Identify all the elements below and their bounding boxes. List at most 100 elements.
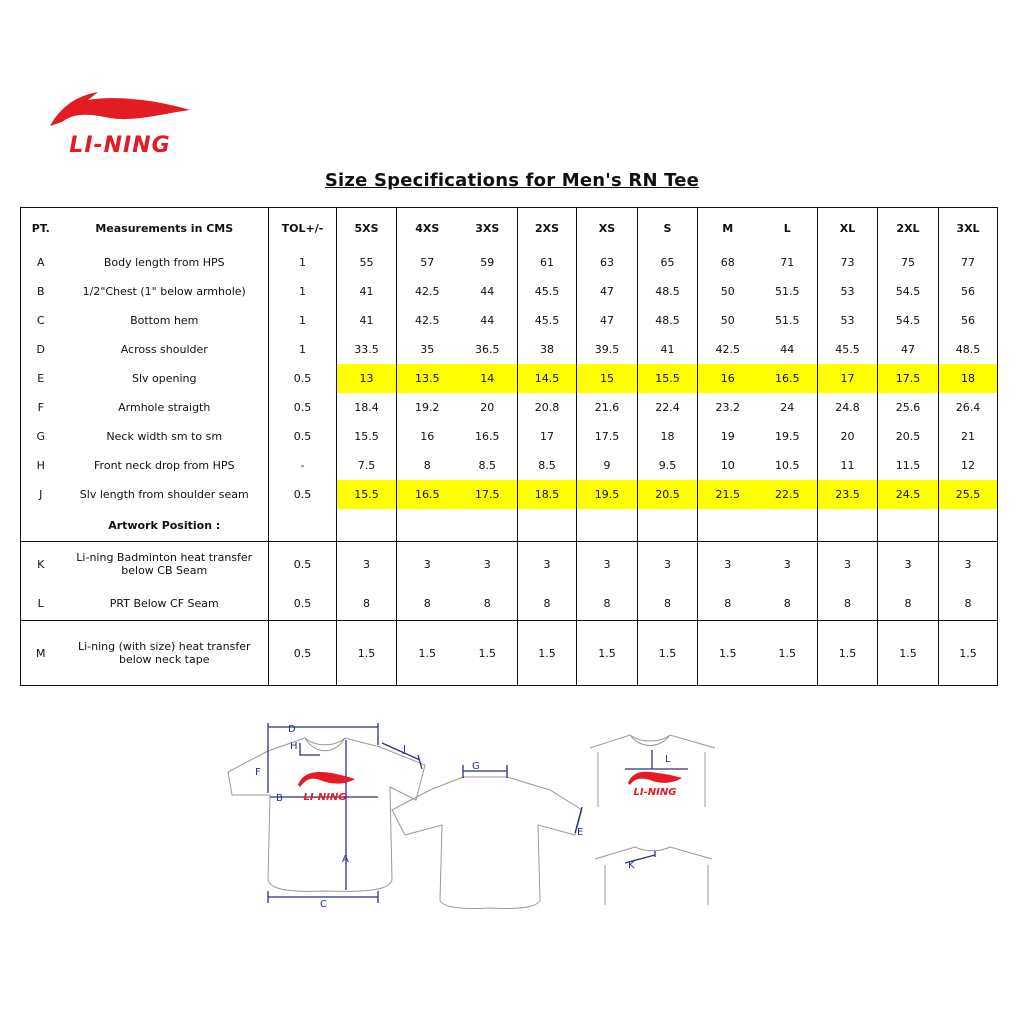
size-value: 20.5 (877, 422, 939, 451)
size-value: 8 (697, 586, 758, 621)
measurement-name: Body length from HPS (103, 256, 225, 269)
size-value: 47 (576, 277, 638, 306)
size-value: 41 (336, 277, 397, 306)
table-row: K Li-ning Badminton heat transfer below C… (20, 541, 998, 586)
empty-cell (938, 509, 998, 542)
size-value: 75 (877, 248, 939, 277)
measurement-name: Neck width sm to sm (106, 430, 223, 443)
column-header: XS (576, 207, 638, 248)
empty-cell (396, 509, 458, 542)
tolerance: 1 (268, 248, 337, 277)
measurement-name: Li-ning (with size) heat transfer below … (60, 620, 269, 686)
empty-cell (637, 509, 698, 542)
size-value: 48.5 (637, 306, 698, 335)
size-value: 13.5 (396, 364, 458, 393)
point-code: D (36, 343, 45, 356)
point-code: B (36, 285, 45, 298)
measurement-name: Slv opening (131, 372, 197, 385)
size-value: 12 (938, 451, 998, 480)
size-value: 20.5 (637, 480, 698, 509)
front-print-text: LI-NING (304, 792, 347, 803)
size-value: 45.5 (517, 277, 577, 306)
size-value: 24.8 (817, 393, 878, 422)
size-value: 36.5 (475, 343, 500, 356)
size-value: 47 (877, 335, 939, 364)
label-l: L (665, 754, 671, 765)
size-value: 15.5 (336, 480, 397, 509)
table-row: J Slv length from shoulder seam 0.5 15.5 16.… (21, 480, 998, 509)
logo-swoosh-icon (50, 92, 190, 126)
size-value: 20 (817, 422, 878, 451)
size-value: 55 (336, 248, 397, 277)
size-value: 10.5 (775, 459, 800, 472)
size-value: 20 (480, 401, 495, 414)
size-value: 19.5 (775, 430, 800, 443)
tolerance: 0.5 (268, 586, 337, 621)
empty-cell (576, 509, 638, 542)
size-value: 68 (697, 248, 758, 277)
column-header: 5XS (336, 207, 397, 248)
size-value: 9.5 (637, 451, 698, 480)
tolerance: 0.5 (268, 541, 337, 586)
size-value: 21 (938, 422, 998, 451)
point-code: F (37, 401, 44, 414)
table-row: F Armhole straigth 0.5 18.4 19.2 20 20.8 21.6 22… (21, 393, 998, 422)
label-b: B (276, 793, 283, 804)
label-h: H (290, 741, 298, 752)
size-value: 18.5 (517, 480, 577, 509)
label-k: K (628, 860, 635, 871)
size-value: 24 (780, 401, 795, 414)
size-value: 1.5 (938, 620, 998, 686)
column-header: PT. (31, 221, 50, 235)
tolerance: 0.5 (268, 364, 337, 393)
column-header: 3XL (938, 207, 998, 248)
back-detail-outline (594, 846, 713, 905)
logo-wordmark: LI-NING (69, 133, 170, 158)
size-value: 1.5 (877, 620, 939, 686)
tolerance: 1 (268, 335, 337, 364)
size-value: 47 (576, 306, 638, 335)
size-value: 1.5 (396, 620, 458, 686)
size-value: 35 (396, 335, 458, 364)
size-value: 18 (637, 422, 698, 451)
size-value: 42.5 (697, 335, 758, 364)
size-value: 1.5 (817, 620, 878, 686)
size-value: 17.5 (576, 422, 638, 451)
size-value: 22.4 (637, 393, 698, 422)
size-value: 18 (938, 364, 998, 393)
label-d: D (288, 724, 296, 735)
size-value: 54.5 (877, 306, 939, 335)
column-header: L (783, 221, 791, 235)
size-value: 56 (938, 306, 998, 335)
front-print-logo: LI-NING (298, 772, 355, 803)
size-value: 51.5 (775, 314, 800, 327)
size-value: 17.5 (877, 364, 939, 393)
size-value: 8 (817, 586, 878, 621)
size-value: 41 (637, 335, 698, 364)
size-value: 16.5 (757, 364, 818, 393)
size-value: 8 (396, 451, 458, 480)
table-header-row: PT. Measurements in CMS TOL+/- 5XS 4XS 3XS 2XS… (21, 207, 998, 248)
tolerance: 0.5 (268, 422, 337, 451)
table-row: E Slv opening 0.5 13 13.5 14 14.5 15 15.5 16 16.5 1… (21, 364, 998, 393)
size-value: 23.2 (697, 393, 758, 422)
size-value: 3 (637, 541, 698, 586)
column-header: 3XS (475, 221, 500, 235)
empty-cell (336, 509, 397, 542)
empty-cell (21, 509, 61, 542)
column-header: 2XL (877, 207, 939, 248)
size-value: 50 (697, 306, 758, 335)
detail-print-logo: LI-NING (628, 771, 682, 798)
size-value: 3 (336, 541, 397, 586)
size-value: 1.5 (576, 620, 638, 686)
size-value: 17.5 (457, 480, 518, 509)
empty-cell (268, 509, 337, 542)
column-header: 4XS (396, 207, 458, 248)
li-ning-logo: LI-NING (50, 92, 190, 158)
size-value: 24.5 (877, 480, 939, 509)
size-value: 8 (336, 586, 397, 621)
label-j: J (402, 744, 406, 755)
size-value: 14.5 (517, 364, 577, 393)
size-value: 48.5 (637, 277, 698, 306)
size-value: 42.5 (396, 306, 458, 335)
